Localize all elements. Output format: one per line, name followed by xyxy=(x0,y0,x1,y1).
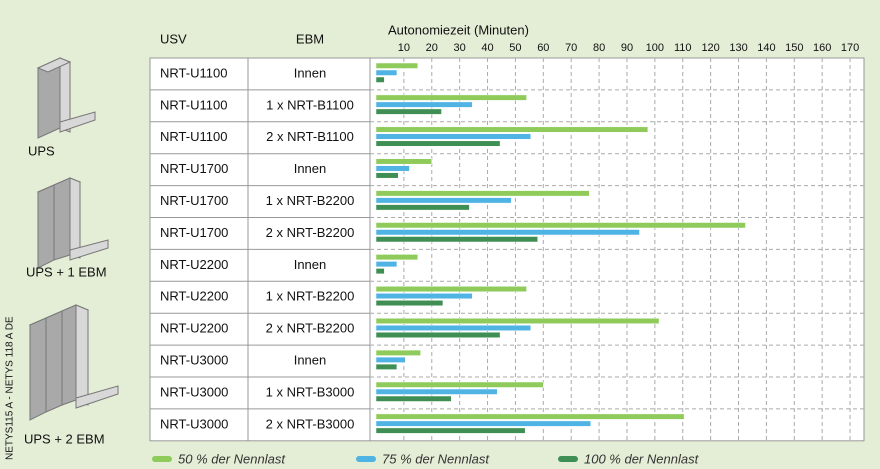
bar xyxy=(376,109,442,115)
bar xyxy=(376,77,384,83)
row-label: NRT-U1700 xyxy=(160,193,228,208)
x-tick-label: 120 xyxy=(701,42,719,54)
bar xyxy=(376,198,511,204)
row-label: 2 x NRT-B3000 xyxy=(266,416,355,431)
row-label: NRT-U2200 xyxy=(160,321,228,336)
row-label: Innen xyxy=(294,161,327,176)
x-tick-label: 100 xyxy=(646,42,664,54)
bar xyxy=(376,159,432,165)
bar xyxy=(376,261,397,267)
bar xyxy=(376,70,397,76)
bar xyxy=(376,134,531,140)
row-label: 2 x NRT-B1100 xyxy=(266,129,354,144)
image-caption: UPS + 2 EBM xyxy=(24,431,105,446)
legend-swatch xyxy=(356,456,376,462)
bar xyxy=(376,318,659,324)
x-tick-label: 60 xyxy=(537,42,549,54)
bar xyxy=(376,357,405,363)
x-tick-label: 70 xyxy=(565,42,577,54)
row-label: Innen xyxy=(294,257,327,272)
row-label: 1 x NRT-B1100 xyxy=(266,97,354,112)
bar xyxy=(376,102,472,108)
x-tick-label: 170 xyxy=(841,42,859,54)
chart: UPS UPS + 1 EBM UPS + 2 EBM NETYS115 A -… xyxy=(0,0,880,469)
row-label: 1 x NRT-B2200 xyxy=(266,289,355,304)
x-tick-label: 110 xyxy=(674,42,692,54)
bar xyxy=(376,95,527,101)
x-tick-label: 150 xyxy=(785,42,803,54)
bar xyxy=(376,237,538,243)
bar xyxy=(376,223,745,229)
column-header: USV xyxy=(160,31,187,46)
bar xyxy=(376,205,469,211)
row-label: Innen xyxy=(294,352,327,367)
row-label: NRT-U3000 xyxy=(160,416,228,431)
row-label: Innen xyxy=(294,65,327,80)
chart-title: Autonomiezeit (Minuten) xyxy=(388,22,529,37)
x-tick-label: 30 xyxy=(454,42,466,54)
row-label: NRT-U1100 xyxy=(160,65,227,80)
bar xyxy=(376,350,421,356)
bar xyxy=(376,396,451,402)
bar xyxy=(376,389,497,395)
x-tick-label: 160 xyxy=(813,42,831,54)
bar xyxy=(376,63,418,69)
legend-label: 50 % der Nennlast xyxy=(178,451,286,466)
bar xyxy=(376,141,500,147)
bar xyxy=(376,325,531,331)
bar xyxy=(376,127,648,133)
bar xyxy=(376,254,418,260)
x-tick-label: 40 xyxy=(481,42,493,54)
x-tick-label: 90 xyxy=(621,42,633,54)
row-label: NRT-U1100 xyxy=(160,129,227,144)
bar xyxy=(376,364,397,370)
row-label: NRT-U1100 xyxy=(160,97,227,112)
legend-swatch xyxy=(152,456,172,462)
row-label: NRT-U2200 xyxy=(160,289,228,304)
x-tick-label: 80 xyxy=(593,42,605,54)
x-tick-label: 140 xyxy=(757,42,775,54)
row-label: 2 x NRT-B2200 xyxy=(266,321,355,336)
row-label: 1 x NRT-B3000 xyxy=(266,384,355,399)
bar xyxy=(376,293,472,299)
row-label: NRT-U2200 xyxy=(160,257,228,272)
bar xyxy=(376,332,500,338)
legend-label: 100 % der Nennlast xyxy=(584,451,700,466)
row-label: NRT-U3000 xyxy=(160,352,228,367)
x-tick-label: 130 xyxy=(729,42,747,54)
bar xyxy=(376,173,398,179)
row-label: 2 x NRT-B2200 xyxy=(266,225,355,240)
bar xyxy=(376,230,640,236)
column-header: EBM xyxy=(296,31,324,46)
bar xyxy=(376,191,589,197)
x-tick-label: 10 xyxy=(398,42,410,54)
bar xyxy=(376,300,443,306)
bar xyxy=(376,286,527,292)
bar xyxy=(376,166,409,172)
x-tick-label: 50 xyxy=(509,42,521,54)
bar xyxy=(376,414,684,420)
row-label: 1 x NRT-B2200 xyxy=(266,193,355,208)
legend-label: 75 % der Nennlast xyxy=(382,451,490,466)
bar xyxy=(376,428,525,434)
x-tick-label: 20 xyxy=(426,42,438,54)
bar xyxy=(376,382,543,388)
legend-swatch xyxy=(558,456,578,462)
image-caption: UPS + 1 EBM xyxy=(26,264,107,279)
side-note: NETYS115 A - NETYS 118 A DE xyxy=(5,316,16,460)
bar xyxy=(376,421,591,427)
bar xyxy=(376,268,384,274)
row-label: NRT-U1700 xyxy=(160,161,228,176)
image-caption: UPS xyxy=(28,143,55,158)
row-label: NRT-U3000 xyxy=(160,384,228,399)
row-label: NRT-U1700 xyxy=(160,225,228,240)
